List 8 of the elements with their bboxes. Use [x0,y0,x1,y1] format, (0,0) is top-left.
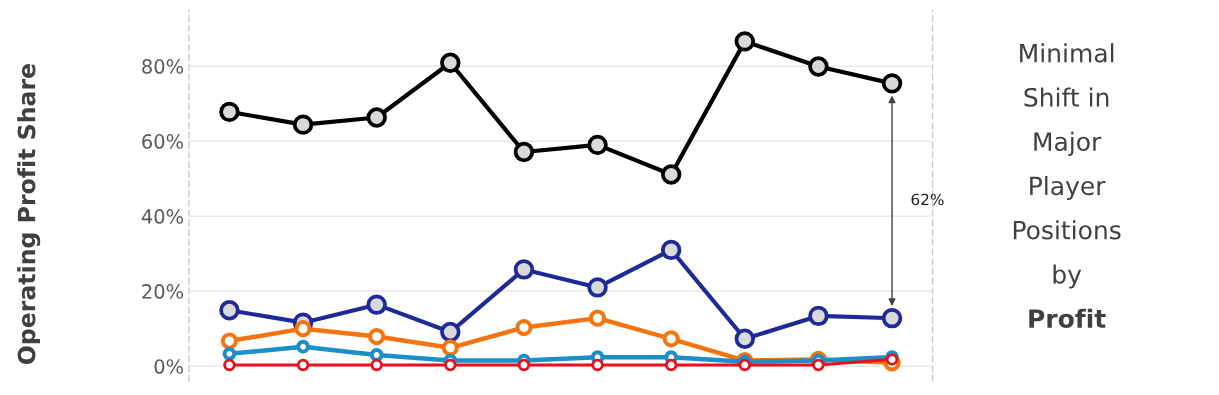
y-tick-label: 80% [142,59,184,74]
y-tick-label: 0% [154,359,184,374]
text: Minimal Shift in Major Player Positions by Profit [1013,43,1121,328]
annotation: 62% [911,193,944,206]
y-tick-label: 60% [142,134,184,149]
y-tick-label: 20% [142,284,184,299]
y-axis-title: Operating Profit Share [17,64,41,365]
y-tick-label: 40% [141,209,184,224]
